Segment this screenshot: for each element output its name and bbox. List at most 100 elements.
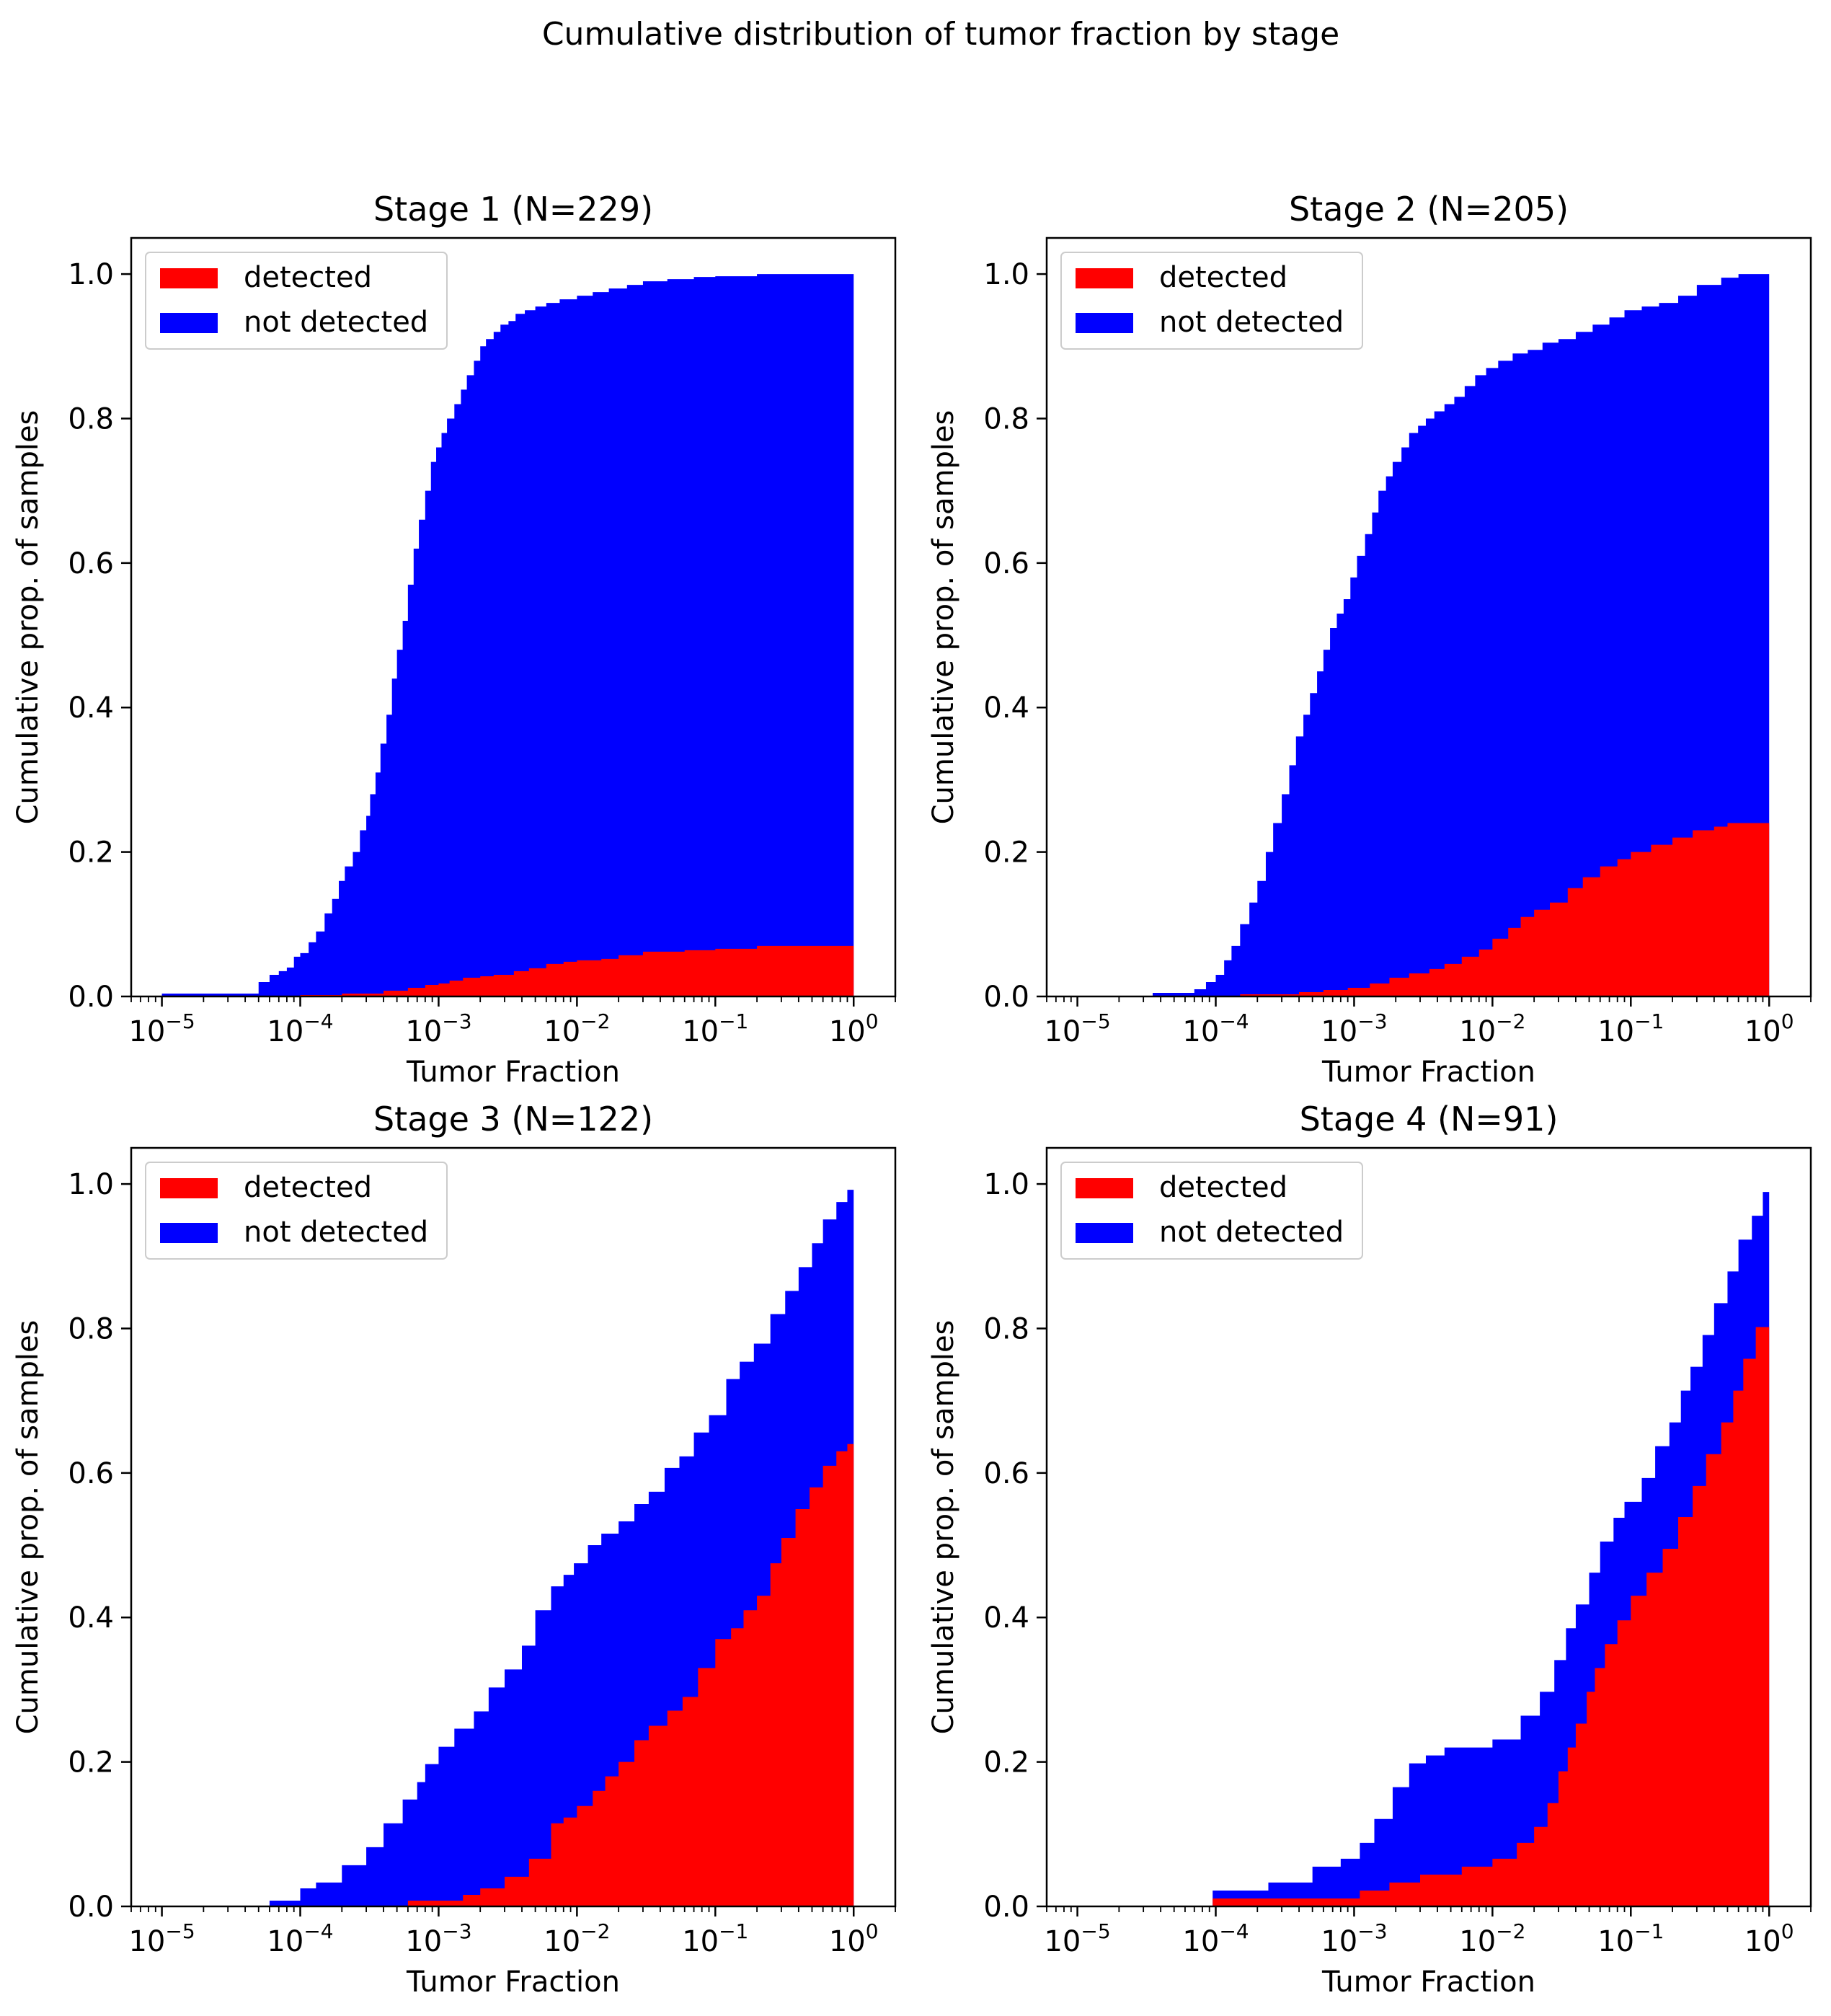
y-tick-label: 0.8 — [983, 402, 1029, 436]
legend-label: detected — [1159, 1171, 1287, 1204]
legend-label: detected — [244, 1171, 372, 1204]
x-tick-label-exponent: −5 — [1081, 1009, 1110, 1033]
x-tick-label-exponent: −2 — [1496, 1009, 1525, 1033]
x-tick-label: 10−4 — [267, 1919, 333, 1958]
x-tick-label: 10−2 — [1459, 1009, 1525, 1048]
y-tick-label: 1.0 — [68, 258, 114, 291]
x-tick-label-base: 10 — [267, 1925, 303, 1958]
legend-box — [1060, 1162, 1363, 1260]
y-tick-label: 0.6 — [68, 1457, 114, 1490]
x-tick-label-exponent: −5 — [165, 1919, 195, 1943]
x-tick-label-exponent: −5 — [1081, 1919, 1110, 1943]
legend: detected not detected — [1060, 252, 1363, 350]
legend-label: not detected — [244, 306, 428, 339]
x-tick-label-base: 10 — [1321, 1925, 1357, 1958]
x-tick-label-base: 10 — [682, 1925, 719, 1958]
x-tick-label: 10−2 — [1459, 1919, 1525, 1958]
legend-box — [1060, 252, 1363, 350]
axes-frame — [1045, 1146, 1812, 1908]
subplot-stage-4: 10−5 10−4 10−3 10−2 10−1 1000.00.20.40.60.81.… — [927, 1100, 1812, 1999]
x-tick-label-exponent: 0 — [1781, 1919, 1794, 1943]
x-tick-label-exponent: −3 — [442, 1919, 471, 1943]
x-tick-label-base: 10 — [1044, 1925, 1081, 1958]
y-tick-label: 0.8 — [68, 402, 114, 436]
y-tick-label: 0.8 — [983, 1312, 1029, 1345]
x-tick-label-exponent: −5 — [165, 1009, 195, 1033]
series-not-detected-area — [1077, 274, 1770, 997]
legend-swatch-detected — [1076, 268, 1133, 288]
legend-swatch-not-detected — [1076, 313, 1133, 333]
subplot-stage-1: 10−5 10−4 10−3 10−2 10−1 1000.00.20.40.60.81.… — [12, 190, 897, 1089]
subplot-title: Stage 4 (N=91) — [1300, 1100, 1559, 1139]
legend-swatch-not-detected — [160, 313, 218, 333]
x-tick-label-base: 10 — [1597, 1925, 1634, 1958]
x-tick-label-exponent: 0 — [866, 1009, 879, 1033]
y-tick-label: 0.2 — [983, 1746, 1029, 1780]
x-axis-label: Tumor Fraction — [1321, 1056, 1535, 1089]
subplot-title: Stage 2 (N=205) — [1289, 190, 1569, 229]
x-tick-label-exponent: −2 — [580, 1009, 610, 1033]
y-tick-label: 0.6 — [68, 547, 114, 580]
x-tick-label-exponent: −2 — [580, 1919, 610, 1943]
x-tick-label-exponent: −4 — [303, 1919, 333, 1943]
x-tick-label-base: 10 — [1044, 1015, 1081, 1048]
x-tick-label-base: 10 — [1459, 1925, 1496, 1958]
x-tick-label-base: 10 — [1321, 1015, 1357, 1048]
x-axis-label: Tumor Fraction — [1321, 1966, 1535, 1999]
x-tick-label: 10−5 — [1044, 1009, 1110, 1048]
axes-frame — [130, 236, 897, 998]
legend-swatch-not-detected — [1076, 1223, 1133, 1243]
x-tick-label-exponent: −1 — [1634, 1919, 1664, 1943]
x-tick-label: 10−4 — [267, 1009, 333, 1048]
x-tick-label-exponent: 0 — [866, 1919, 879, 1943]
legend-label: detected — [244, 261, 372, 294]
y-tick-label: 0.8 — [68, 1312, 114, 1345]
y-tick-label: 0.4 — [68, 1601, 114, 1635]
x-tick-label: 10−1 — [1597, 1009, 1664, 1048]
x-tick-label: 10−5 — [128, 1009, 195, 1048]
y-tick-label: 1.0 — [983, 258, 1029, 291]
y-tick-label: 0.6 — [983, 1457, 1029, 1490]
x-tick-label: 10−2 — [544, 1009, 610, 1048]
legend: detected not detected — [1060, 1162, 1363, 1260]
legend-label: not detected — [244, 1216, 428, 1249]
x-tick-label: 10−5 — [1044, 1919, 1110, 1958]
x-tick-label-exponent: −2 — [1496, 1919, 1525, 1943]
legend-swatch-not-detected — [160, 1223, 218, 1243]
x-tick-label-base: 10 — [267, 1015, 303, 1048]
y-axis-label: Cumulative prop. of samples — [12, 1320, 45, 1735]
x-tick-label-base: 10 — [829, 1015, 866, 1048]
x-tick-label: 10−3 — [405, 1919, 471, 1958]
legend: detected not detected — [145, 252, 448, 350]
x-tick-label: 10−5 — [128, 1919, 195, 1958]
x-tick-label: 10−4 — [1182, 1009, 1249, 1048]
x-tick-label-exponent: −3 — [1357, 1009, 1387, 1033]
x-tick-label-base: 10 — [544, 1015, 580, 1048]
y-tick-label: 1.0 — [68, 1168, 114, 1201]
x-tick-label: 10−4 — [1182, 1919, 1249, 1958]
figure-suptitle: Cumulative distribution of tumor fractio… — [542, 16, 1339, 53]
axes-frame — [1045, 236, 1812, 998]
x-tick-label: 10−1 — [682, 1009, 748, 1048]
legend-box — [145, 1162, 448, 1260]
x-tick-label-exponent: −3 — [1357, 1919, 1387, 1943]
subplot-stage-2: 10−5 10−4 10−3 10−2 10−1 1000.00.20.40.60.81.… — [927, 190, 1812, 1089]
x-tick-label: 10−3 — [1321, 1919, 1387, 1958]
legend-label: detected — [1159, 261, 1287, 294]
x-tick-label-base: 10 — [128, 1015, 165, 1048]
y-axis-label: Cumulative prop. of samples — [927, 410, 960, 825]
x-tick-label-base: 10 — [544, 1925, 580, 1958]
subplots-grid: 10−5 10−4 10−3 10−2 10−1 1000.00.20.40.60.81.… — [12, 190, 1812, 1999]
y-tick-label: 0.6 — [983, 547, 1029, 580]
x-tick-label-base: 10 — [405, 1925, 442, 1958]
x-tick-label-exponent: −3 — [442, 1009, 471, 1033]
x-tick-label-base: 10 — [829, 1925, 866, 1958]
series-detected-area — [1212, 1307, 1770, 1906]
y-axis-label: Cumulative prop. of samples — [12, 410, 45, 825]
x-axis-label: Tumor Fraction — [406, 1966, 620, 1999]
series-detected-area — [1240, 823, 1770, 996]
y-tick-label: 0.4 — [983, 691, 1029, 725]
subplot-stage-3: 10−5 10−4 10−3 10−2 10−1 1000.00.20.40.60.81.… — [12, 1100, 897, 1999]
y-tick-label: 0.0 — [983, 981, 1029, 1014]
